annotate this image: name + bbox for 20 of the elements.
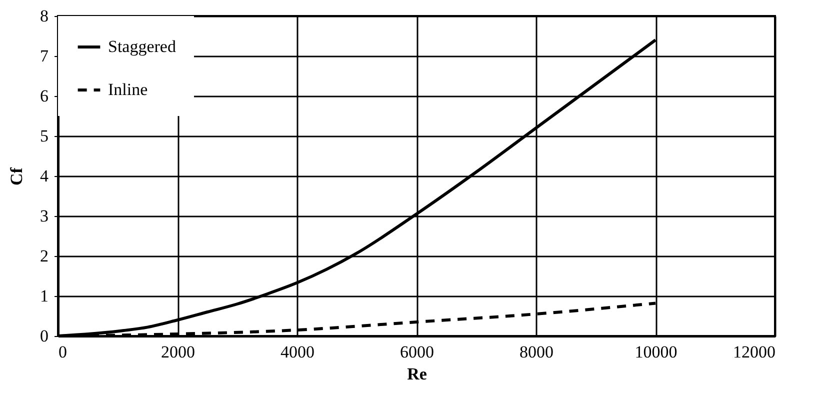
y-tick-label: 8 — [40, 6, 48, 26]
x-tick-label: 2000 — [161, 342, 195, 362]
y-tick-label: 6 — [40, 86, 48, 106]
legend-label: Inline — [108, 80, 148, 99]
x-tick-label: 0 — [58, 342, 67, 362]
x-tick-label: 4000 — [280, 342, 314, 362]
y-tick-label: 0 — [40, 326, 48, 346]
x-tick-label: 10000 — [634, 342, 678, 362]
y-tick-label: 3 — [40, 206, 48, 226]
x-tick-label: 6000 — [400, 342, 434, 362]
y-tick-label: 5 — [40, 126, 48, 146]
legend-label: Staggered — [108, 37, 176, 56]
y-tick-label: 4 — [40, 166, 49, 186]
y-tick-label: 1 — [40, 286, 48, 306]
y-tick-label: 7 — [40, 46, 49, 66]
x-tick-label: 8000 — [520, 342, 554, 362]
y-axis-title: Cf — [7, 167, 26, 186]
x-axis-title: Re — [407, 364, 428, 384]
x-tick-label: 12000 — [733, 342, 776, 362]
y-tick-label: 2 — [40, 246, 48, 266]
